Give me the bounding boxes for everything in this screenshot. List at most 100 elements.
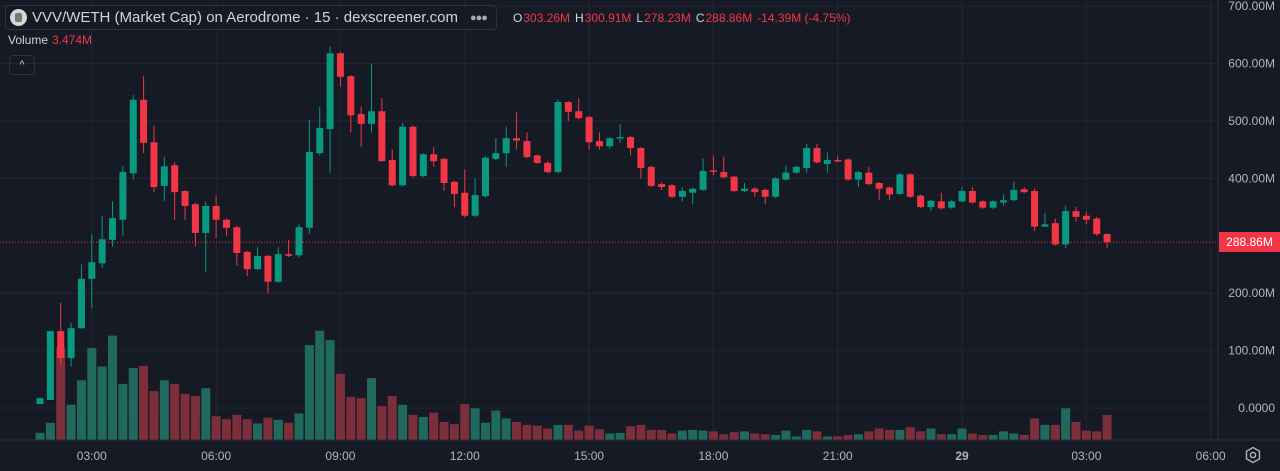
volume-bar: [398, 404, 408, 440]
volume-bar: [708, 431, 718, 440]
volume-bar: [543, 428, 553, 440]
candle-body: [595, 141, 603, 147]
volume-bar: [739, 431, 749, 440]
volume-bar: [221, 419, 231, 440]
volume-bar: [667, 433, 677, 440]
collapse-legend-button[interactable]: ^: [9, 55, 35, 75]
volume-bar: [646, 429, 656, 440]
candle-body: [658, 184, 666, 188]
volume-bar: [170, 383, 180, 440]
candle-body: [57, 331, 65, 359]
volume-bar: [242, 419, 252, 440]
candle-body: [461, 192, 469, 216]
candle-body: [854, 172, 862, 180]
candle-body: [979, 201, 987, 208]
candle-body: [1051, 223, 1059, 245]
candle-body: [98, 239, 106, 264]
candle-body: [575, 111, 583, 119]
volume-bar: [833, 436, 843, 440]
volume-bar: [480, 422, 490, 440]
gear-icon[interactable]: [1244, 446, 1262, 464]
volume-bar: [1081, 430, 1091, 440]
volume-bar: [356, 398, 366, 440]
x-tick-label: 12:00: [450, 449, 480, 463]
candle-body: [1082, 215, 1090, 220]
volume-bar: [190, 396, 200, 440]
change-value: -14.39M (-4.75%): [757, 11, 851, 25]
volume-bar: [760, 434, 770, 440]
volume-bar: [594, 429, 604, 440]
candle-body: [823, 160, 831, 165]
ohlc-legend: O 303.26M H 300.91M L 278.23M C 288.86M -14.…: [513, 11, 855, 25]
candle-body: [740, 188, 748, 192]
high-value: 300.91M: [584, 11, 632, 25]
volume-bar: [998, 431, 1008, 440]
y-tick-label: 100.00M: [1228, 344, 1275, 358]
chart-title-box[interactable]: VVV/WETH (Market Cap) on Aerodrome · 15 …: [5, 5, 497, 30]
candle-body: [647, 166, 655, 186]
volume-bar: [139, 365, 149, 440]
candle-body: [502, 138, 510, 154]
volume-bar: [491, 410, 501, 440]
volume-bar: [97, 366, 107, 440]
volume-bar: [626, 426, 636, 440]
candle-body: [772, 178, 780, 197]
candle-body: [119, 172, 127, 220]
candle-body: [782, 172, 790, 180]
candle-body: [430, 154, 438, 162]
high-label: H: [575, 11, 584, 25]
volume-bar: [304, 345, 314, 440]
volume-bar: [698, 430, 708, 440]
volume-bar: [325, 339, 335, 440]
volume-bar: [1071, 422, 1081, 440]
volume-bar: [66, 404, 76, 440]
candle-body: [481, 157, 489, 197]
candle-body: [875, 182, 883, 189]
candle-body: [865, 172, 873, 185]
volume-bar: [87, 347, 97, 440]
candle-body: [233, 227, 241, 254]
candle-body: [254, 255, 262, 270]
candle-body: [243, 251, 251, 270]
candle-body: [1062, 211, 1070, 245]
candle-body: [336, 53, 344, 77]
volume-bar: [273, 419, 283, 440]
volume-bar: [439, 422, 449, 440]
candle-body: [637, 147, 645, 169]
candle-body: [523, 141, 531, 158]
volume-bar: [253, 423, 263, 440]
volume-bar: [563, 424, 573, 440]
volume-bar: [45, 422, 55, 440]
volume-bar: [449, 424, 459, 440]
close-label: C: [695, 11, 705, 25]
candle-body: [368, 111, 376, 124]
volume-bar: [688, 429, 698, 440]
volume-bar: [128, 368, 138, 440]
candle-body: [544, 162, 552, 173]
volume-bar: [584, 425, 594, 440]
candle-body: [67, 328, 75, 359]
y-tick-labels: 700.00M 600.00M 500.00M 400.00M 200.00M 100.0…: [1228, 0, 1275, 415]
candle-body: [834, 160, 842, 162]
candle-body: [606, 138, 614, 147]
volume-bar: [771, 434, 781, 440]
candle-body: [1020, 189, 1028, 193]
low-label: L: [636, 11, 644, 25]
volume-bar: [512, 422, 522, 440]
candle-body: [906, 174, 914, 197]
x-tick-label: 06:00: [1196, 449, 1226, 463]
candle-body: [347, 76, 355, 116]
volume-label: Volume: [8, 33, 49, 47]
ellipsis-icon[interactable]: ●●●: [469, 11, 488, 24]
candle-body: [150, 142, 158, 188]
volume-bar: [988, 434, 998, 440]
candle-body: [533, 155, 541, 163]
volume-bar: [1061, 408, 1071, 440]
volume-bar: [232, 414, 242, 440]
open-label: O: [513, 11, 523, 25]
y-tick-label: 500.00M: [1228, 114, 1275, 128]
volume-bar: [750, 433, 760, 440]
volume-bar: [418, 416, 428, 440]
candle-body: [326, 53, 334, 130]
